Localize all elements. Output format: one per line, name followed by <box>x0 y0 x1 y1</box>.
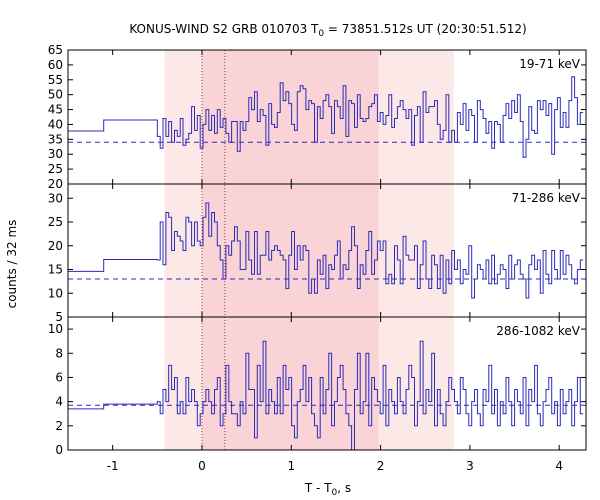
panel-0-ytick-label-6: 50 <box>48 88 63 102</box>
xtick-label-1: 0 <box>198 459 206 473</box>
panel-0-ytick-label-8: 60 <box>48 58 63 72</box>
panel-1-ytick-label-2: 15 <box>48 263 63 277</box>
y-axis-label: counts / 32 ms <box>5 220 19 309</box>
xtick-label-2: 1 <box>287 459 295 473</box>
frames-and-ticks-layer <box>67 49 587 451</box>
panel-1-ytick-label-1: 10 <box>48 286 63 300</box>
panel-0-ytick-label-9: 65 <box>48 43 63 57</box>
xtick-label-3: 2 <box>377 459 385 473</box>
panel-0-light-curve <box>68 76 584 158</box>
panel-2-frame <box>67 316 587 451</box>
xtick-label-5: 4 <box>555 459 563 473</box>
panel-1-energy-label: 71-286 keV <box>512 191 581 205</box>
panel-2-energy-label: 286-1082 keV <box>496 324 580 338</box>
panel-0-ytick-label-1: 25 <box>48 162 63 176</box>
panel-2-light-curve <box>68 340 584 451</box>
panel-0-energy-label: 19-71 keV <box>519 57 581 71</box>
xtick-label-4: 3 <box>466 459 474 473</box>
panel-0-ytick-label-0: 20 <box>48 177 63 191</box>
panel-0-ytick-label-5: 45 <box>48 103 63 117</box>
panel-1-ytick-label-3: 20 <box>48 239 63 253</box>
panel-1-ytick-label-4: 25 <box>48 215 63 229</box>
panel-2-ytick-label-5: 10 <box>48 322 63 336</box>
panel-2-ytick-label-1: 2 <box>55 419 63 433</box>
panel-2-ytick-label-0: 0 <box>55 443 63 457</box>
panel-1-ytick-label-5: 30 <box>48 191 63 205</box>
panel-1-light-curve <box>68 202 584 299</box>
panel-0-ytick-label-2: 30 <box>48 147 63 161</box>
xtick-label-0: -1 <box>107 459 119 473</box>
panel-1-ytick-label-0: 5 <box>55 310 63 324</box>
panel-2-ytick-label-4: 8 <box>55 346 63 360</box>
chart-title: KONUS-WIND S2 GRB 010703 T0 = 73851.512s… <box>129 22 526 39</box>
panel-2-ytick-label-3: 6 <box>55 370 63 384</box>
x-axis-label: T - T0, s <box>304 481 351 498</box>
panel-0-ytick-label-4: 40 <box>48 117 63 131</box>
panel-0-ytick-label-3: 35 <box>48 132 63 146</box>
panel-2-ytick-label-2: 4 <box>55 395 63 409</box>
plot-layer <box>68 76 586 451</box>
panel-0-ytick-label-7: 55 <box>48 73 63 87</box>
